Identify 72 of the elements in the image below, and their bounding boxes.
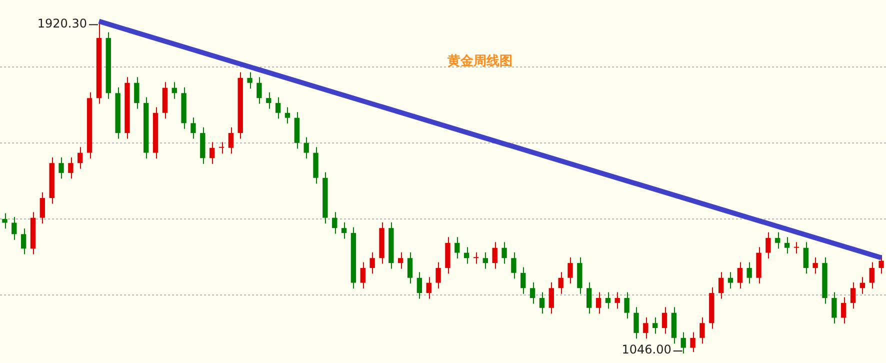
candlestick — [832, 292, 837, 324]
candlestick — [78, 146, 83, 170]
candlestick — [134, 76, 140, 110]
text: 黄金周线图 — [446, 53, 514, 70]
candlestick — [190, 116, 196, 140]
candlestick — [643, 316, 648, 340]
candlestick — [728, 272, 734, 289]
candlestick — [850, 282, 856, 310]
candlestick — [568, 256, 573, 284]
candlestick — [172, 82, 177, 100]
candlestick — [275, 96, 281, 120]
candlestick — [416, 272, 422, 300]
candlestick — [436, 262, 441, 289]
candlestick — [624, 292, 630, 320]
candlestick — [530, 282, 536, 304]
candlestick — [341, 222, 347, 240]
candlestick — [775, 232, 780, 250]
candlestick — [700, 316, 705, 344]
candlestick — [492, 242, 498, 270]
candlestick — [812, 256, 818, 274]
candlestick — [878, 254, 884, 274]
candlestick — [690, 332, 696, 352]
candlestick — [68, 156, 74, 180]
candlestick — [370, 252, 375, 274]
candlestick — [502, 242, 507, 264]
candlestick — [247, 72, 252, 90]
candlestick — [614, 292, 620, 310]
candlestick — [794, 242, 800, 254]
candlestick — [680, 332, 686, 354]
candlestick — [511, 252, 516, 280]
annotation: 1046.00 — [622, 342, 672, 357]
candlestick — [803, 242, 808, 274]
candlestick — [256, 76, 262, 104]
candlestick — [454, 236, 460, 259]
candlestick — [407, 252, 413, 284]
candlestick — [634, 306, 639, 340]
candlestick — [652, 316, 658, 334]
candlestick — [218, 142, 224, 154]
candlestick — [58, 156, 64, 180]
candlestick — [332, 212, 338, 234]
candlestick — [766, 232, 771, 259]
candlestick — [360, 262, 366, 289]
candlestick — [473, 252, 479, 264]
candlestick — [860, 276, 866, 294]
candlestick — [2, 212, 8, 229]
candlestick — [398, 252, 404, 270]
candlestick — [784, 236, 790, 254]
candlestick — [662, 306, 668, 334]
candlestick — [266, 92, 272, 110]
candlestick — [426, 276, 432, 300]
candlestick — [586, 282, 592, 314]
candlestick — [718, 272, 724, 300]
candlestick — [558, 272, 564, 294]
candlestick — [284, 106, 290, 124]
candlestick — [605, 292, 611, 310]
candlestick — [869, 262, 874, 289]
candlestick — [40, 192, 46, 224]
candlestick — [746, 262, 752, 284]
candlestick — [20, 228, 26, 255]
candlestick — [737, 262, 742, 289]
candlestick — [596, 292, 602, 314]
candlestick — [539, 292, 545, 314]
candlestick — [304, 136, 309, 160]
annotation: 1920.30 — [37, 16, 87, 30]
candlestick — [228, 126, 234, 154]
candlestick — [520, 266, 526, 294]
candlestick — [464, 246, 470, 264]
candlestick — [12, 216, 17, 240]
candlestick — [482, 252, 488, 270]
candlestick — [548, 282, 554, 314]
candlestick — [209, 142, 215, 164]
candlestick — [840, 296, 846, 324]
